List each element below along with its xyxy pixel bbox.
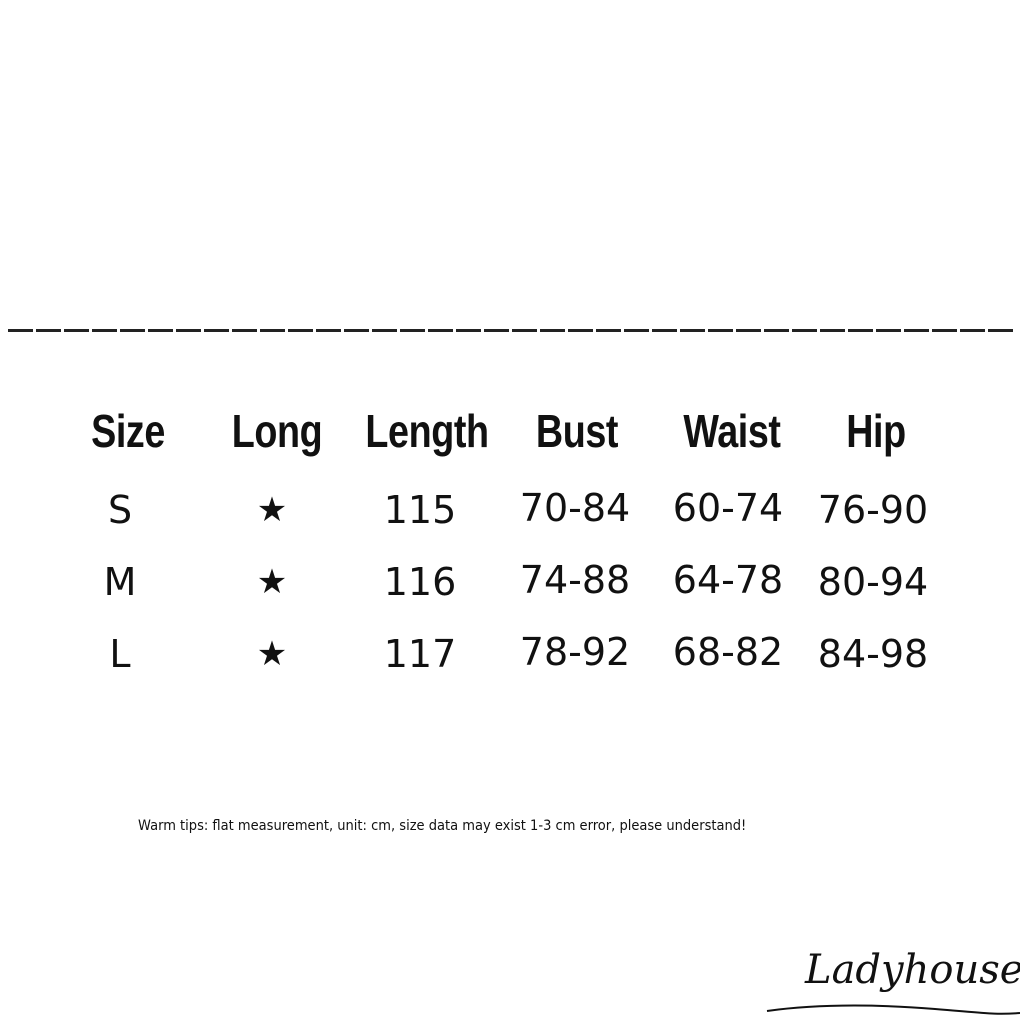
cell-hip: 84-98	[817, 632, 929, 676]
cell-bust: 70-84	[519, 486, 631, 530]
cell-bust: 78-92	[519, 630, 631, 674]
cell-waist: 64-78	[672, 558, 784, 602]
logo-text: Ladyhouse	[804, 947, 1020, 993]
cell-length: 117	[383, 632, 457, 676]
header-long: Long	[231, 405, 323, 457]
cell-bust: 74-88	[519, 558, 631, 602]
cell-hip: 76-90	[817, 488, 929, 532]
cell-size: S	[107, 488, 133, 532]
cell-waist: 68-82	[672, 630, 784, 674]
header-length: Length	[365, 405, 489, 457]
cell-length: 116	[383, 560, 457, 604]
star-icon: ★	[256, 490, 288, 530]
cell-waist: 60-74	[672, 486, 784, 530]
logo-swash	[766, 1004, 1020, 1015]
cell-size: M	[103, 560, 137, 604]
cell-hip: 80-94	[817, 560, 929, 604]
header-hip: Hip	[846, 405, 906, 457]
star-icon: ★	[256, 562, 288, 602]
header-waist: Waist	[683, 405, 781, 457]
star-icon: ★	[256, 634, 288, 674]
dashed-divider	[8, 329, 1016, 332]
cell-size: L	[109, 632, 131, 676]
warm-tips-note: Warm tips: flat measurement, unit: cm, s…	[138, 818, 747, 834]
header-bust: Bust	[535, 405, 619, 457]
header-size: Size	[91, 405, 165, 457]
ladyhouse-logo: Ladyhouse	[766, 947, 1020, 1015]
cell-length: 115	[383, 488, 457, 532]
